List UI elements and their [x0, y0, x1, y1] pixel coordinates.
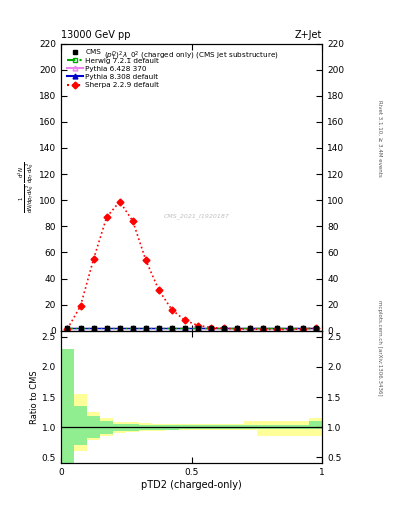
Text: Rivet 3.1.10, ≥ 3.4M events: Rivet 3.1.10, ≥ 3.4M events [377, 100, 382, 177]
Text: CMS_2021_I1920187: CMS_2021_I1920187 [164, 213, 230, 219]
X-axis label: pTD2 (charged-only): pTD2 (charged-only) [141, 480, 242, 490]
Y-axis label: $\frac{1}{\mathrm{d}N/\mathrm{d}p_T\mathrm{d}\lambda_0^2}\,\frac{\mathrm{d}^2N}{: $\frac{1}{\mathrm{d}N/\mathrm{d}p_T\math… [16, 161, 36, 213]
Text: 13000 GeV pp: 13000 GeV pp [61, 30, 130, 40]
Text: $(p_T^D)^2\lambda\_0^2$ (charged only) (CMS jet substructure): $(p_T^D)^2\lambda\_0^2$ (charged only) (… [104, 49, 279, 62]
Text: Z+Jet: Z+Jet [295, 30, 322, 40]
Text: mcplots.cern.ch [arXiv:1306.3436]: mcplots.cern.ch [arXiv:1306.3436] [377, 301, 382, 396]
Y-axis label: Ratio to CMS: Ratio to CMS [30, 370, 39, 424]
Legend: CMS, Herwig 7.2.1 default, Pythia 6.428 370, Pythia 8.308 default, Sherpa 2.2.9 : CMS, Herwig 7.2.1 default, Pythia 6.428 … [64, 47, 162, 91]
